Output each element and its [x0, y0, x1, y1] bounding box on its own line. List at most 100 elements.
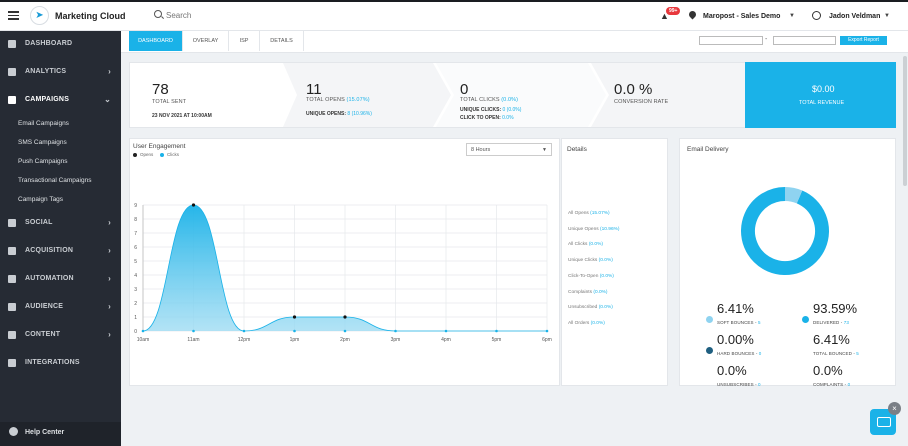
stat-bg-clicks	[436, 63, 606, 127]
data-point-clicks	[141, 329, 145, 333]
search-input[interactable]	[166, 8, 286, 22]
data-point-clicks	[343, 329, 347, 333]
details-line: Click-To-Open (0.0%)	[568, 273, 614, 279]
total-revenue-value: $0.00	[812, 84, 835, 94]
stats-chevrons	[283, 63, 745, 127]
unique-opens: UNIQUE OPENS: 8 (10.96%)	[306, 111, 372, 117]
details-line: All Opens (15.07%)	[568, 211, 610, 216]
export-report-button[interactable]: Export Report	[840, 36, 887, 45]
person-icon	[8, 303, 16, 311]
data-point-clicks	[242, 329, 246, 333]
chevron-right-icon: ›	[108, 330, 111, 339]
x-tick-label: 12pm	[238, 337, 251, 343]
send-icon	[8, 96, 16, 104]
chevron-down-icon[interactable]: ▼	[884, 13, 890, 19]
sidebar-item-analytics[interactable]: ANALYTICS ›	[0, 65, 121, 79]
x-tick-label: 6pm	[542, 337, 552, 343]
data-point-clicks	[192, 329, 195, 333]
chevron-right-icon: ›	[108, 67, 111, 76]
unsubscribes-label: UNSUBSCRIBES - 0	[717, 382, 761, 387]
legend-opens-dot	[133, 153, 137, 157]
bell-icon[interactable]: ▲	[660, 11, 669, 21]
complaints-value: 0.0%	[813, 363, 843, 378]
x-tick-label: 2pm	[340, 337, 350, 343]
chevron-right-icon: ›	[108, 274, 111, 283]
data-point-opens	[191, 203, 196, 207]
chevron-right-icon: ›	[108, 218, 111, 227]
x-tick-label: 1pm	[290, 337, 300, 343]
revenue-card	[745, 62, 896, 128]
help-icon	[9, 427, 18, 436]
data-point-opens	[343, 315, 347, 319]
series-area-opens	[143, 205, 547, 331]
page-scrollbar[interactable]	[903, 56, 907, 186]
chevron-right-icon: ›	[108, 246, 111, 255]
total-bounced-value: 6.41%	[813, 332, 850, 347]
tab-isp[interactable]: ISP	[229, 31, 260, 51]
sidebar-item-dashboard[interactable]: DASHBOARD	[0, 37, 121, 51]
sidebar-subitem-email-campaigns[interactable]: Email Campaigns	[18, 120, 69, 127]
total-opens-label: TOTAL OPENS (15.07%)	[306, 97, 370, 103]
sidebar-subitem-transactional-campaigns[interactable]: Transactional Campaigns	[18, 177, 92, 184]
details-panel	[561, 138, 668, 386]
data-point-clicks	[545, 329, 549, 333]
details-line: Unique Clicks (0.0%)	[568, 258, 613, 264]
sidebar-item-acquisition[interactable]: ACQUISITION ›	[0, 244, 121, 258]
end-date-input[interactable]	[773, 36, 836, 45]
y-tick-label: 9	[134, 203, 137, 209]
data-point-clicks	[495, 329, 498, 333]
details-line: Unique Opens (10.96%)	[568, 226, 620, 232]
chevron-down-icon[interactable]: ▼	[789, 13, 795, 19]
logo-icon[interactable]: ➤	[30, 6, 49, 25]
sidebar-subitem-campaign-tags[interactable]: Campaign Tags	[18, 196, 64, 203]
total-opens-value: 11	[306, 81, 322, 98]
total-clicks-label: TOTAL CLICKS (0.0%)	[460, 97, 519, 103]
chevron-down-icon: ⌄	[104, 95, 111, 104]
search-icon	[154, 10, 162, 18]
y-tick-label: 3	[134, 287, 137, 293]
sent-date: 23 NOV 2021 AT 10:00AM	[152, 113, 212, 119]
user-menu[interactable]: Jadon Veldman	[829, 13, 881, 20]
tab-dashboard[interactable]: DASHBOARD	[129, 31, 183, 51]
sidebar-subitem-push-campaigns[interactable]: Push Campaigns	[18, 158, 68, 165]
app-title: Marketing Cloud	[55, 11, 126, 21]
stat-bg-opens	[283, 63, 451, 127]
briefcase-icon	[8, 247, 16, 255]
details-line: Unsubscribed (0.0%)	[568, 305, 613, 311]
total-revenue-label: TOTAL REVENUE	[799, 100, 845, 106]
sidebar-item-content[interactable]: CONTENT ›	[0, 328, 121, 342]
sidebar-item-audience[interactable]: AUDIENCE ›	[0, 300, 121, 314]
tab-overlay[interactable]: OVERLAY	[183, 31, 229, 51]
y-tick-label: 8	[134, 217, 137, 223]
time-range-select[interactable]: 8 Hours ▼	[466, 143, 552, 156]
legend-clicks-dot	[160, 153, 164, 157]
close-icon[interactable]: ×	[888, 402, 901, 415]
complaints-label: COMPLAINTS - 0	[813, 382, 851, 387]
sidebar-item-social[interactable]: SOCIAL ›	[0, 216, 121, 230]
delivered-dot	[802, 316, 809, 323]
legend-opens: Opens	[140, 152, 154, 157]
y-tick-label: 7	[134, 231, 137, 237]
unsubscribes-value: 0.0%	[717, 363, 747, 378]
email-delivery-title: Email Delivery	[687, 146, 729, 153]
donut-bounce-segment	[741, 187, 829, 275]
menu-icon[interactable]	[8, 11, 19, 20]
document-icon	[8, 331, 16, 339]
account-selector[interactable]: Maropost - Sales Demo	[703, 13, 781, 20]
engagement-title: User Engagement	[133, 143, 186, 150]
help-center-link[interactable]: Help Center	[0, 422, 121, 446]
x-tick-label: 5pm	[492, 337, 502, 343]
date-separator: -	[765, 36, 768, 43]
y-tick-label: 1	[134, 315, 137, 321]
start-date-input[interactable]	[699, 36, 763, 45]
soft-bounces-dot	[706, 316, 713, 323]
sidebar-item-campaigns[interactable]: CAMPAIGNS ⌄	[0, 93, 121, 107]
soft-bounces-label: SOFT BOUNCES - 5	[717, 320, 761, 325]
sidebar-item-automation[interactable]: AUTOMATION ›	[0, 272, 121, 286]
location-pin-icon	[687, 9, 698, 20]
total-clicks-value: 0	[460, 81, 469, 98]
details-line: All Orders (0.0%)	[568, 320, 605, 326]
tab-details[interactable]: DETAILS	[260, 31, 304, 51]
sidebar-item-integrations[interactable]: INTEGRATIONS	[0, 356, 121, 370]
sidebar-subitem-sms-campaigns[interactable]: SMS Campaigns	[18, 139, 67, 146]
